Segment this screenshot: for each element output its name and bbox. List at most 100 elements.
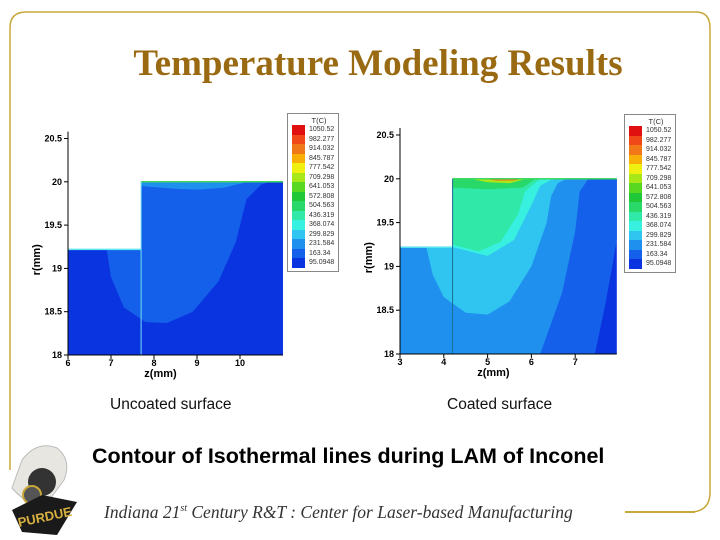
x-axis-label: z(mm) xyxy=(144,368,177,380)
y-tick-label: 18 xyxy=(384,349,394,359)
legend-swatch xyxy=(292,172,305,182)
legend-swatch xyxy=(629,192,642,202)
legend-level: 436.319 xyxy=(309,211,335,219)
legend-level: 914.032 xyxy=(309,145,335,153)
x-tick-label: 9 xyxy=(194,358,199,368)
legend-level: 641.053 xyxy=(646,184,672,192)
legend-swatch xyxy=(292,258,305,268)
legend-swatch xyxy=(629,164,642,174)
x-tick-label: 7 xyxy=(573,357,578,367)
y-tick-label: 18.5 xyxy=(376,305,394,315)
y-tick-label: 19.5 xyxy=(44,220,62,230)
legend-level: 299.829 xyxy=(309,230,335,238)
legend-swatch xyxy=(629,211,642,221)
legend-level: 231.584 xyxy=(309,240,335,248)
legend-swatch xyxy=(629,259,642,269)
legend-swatch xyxy=(629,126,642,136)
legend-entry: 709.298 xyxy=(288,172,338,182)
contour-region-436-319 xyxy=(452,178,541,252)
legend-entry: 572.808 xyxy=(288,191,338,201)
legend-swatch xyxy=(292,125,305,135)
legend-entry: 163.34 xyxy=(288,248,338,258)
y-tick-label: 19 xyxy=(384,261,394,271)
y-tick-label: 18 xyxy=(52,350,62,360)
legend-level: 845.787 xyxy=(646,155,672,163)
x-tick-label: 6 xyxy=(529,357,534,367)
footer-rule xyxy=(625,511,695,513)
legend-swatch xyxy=(629,145,642,155)
footer-text: Indiana 21st Century R&T : Center for La… xyxy=(104,502,573,523)
x-tick-label: 4 xyxy=(441,357,446,367)
legend-swatch xyxy=(292,201,305,211)
legend-level: 95.0948 xyxy=(309,259,335,267)
legend-swatch xyxy=(629,230,642,240)
legend-level: 914.032 xyxy=(646,146,672,154)
legend-level: 777.542 xyxy=(309,164,335,172)
legend-entry: 641.053 xyxy=(288,182,338,192)
legend-entry: 1050.52 xyxy=(288,125,338,135)
x-tick-label: 8 xyxy=(151,358,156,368)
y-tick-label: 19 xyxy=(52,263,62,273)
legend-entry: 572.808 xyxy=(625,192,675,202)
y-tick-label: 20 xyxy=(384,174,394,184)
x-axis-label: z(mm) xyxy=(477,367,510,379)
y-tick-label: 20 xyxy=(52,177,62,187)
x-tick-label: 6 xyxy=(65,358,70,368)
legend-entry: 95.0948 xyxy=(288,258,338,268)
legend-swatch xyxy=(292,144,305,154)
legend-swatch xyxy=(629,173,642,183)
legend-swatch xyxy=(292,239,305,249)
y-tick-label: 18.5 xyxy=(44,307,62,317)
legend-swatch xyxy=(292,191,305,201)
legend-level: 572.808 xyxy=(646,193,672,201)
caption-coated: Coated surface xyxy=(447,396,553,413)
legend-swatch xyxy=(629,249,642,259)
legend-swatch xyxy=(292,153,305,163)
legend-entry: 845.787 xyxy=(625,154,675,164)
legend-entry: 163.34 xyxy=(625,249,675,259)
legend-entry: 777.542 xyxy=(625,164,675,174)
legend-entry: 709.298 xyxy=(625,173,675,183)
legend-level: 163.34 xyxy=(646,250,668,258)
legend-entry: 299.829 xyxy=(625,230,675,240)
legend-entry: 982.277 xyxy=(288,134,338,144)
legend-level: 709.298 xyxy=(646,174,672,182)
legend-level: 572.808 xyxy=(309,192,335,200)
legend-entry: 368.074 xyxy=(288,220,338,230)
legend-level: 845.787 xyxy=(309,154,335,162)
contour-region-231-584 xyxy=(141,181,249,190)
legend-swatch xyxy=(292,210,305,220)
page-title: Temperature Modeling Results xyxy=(133,43,623,84)
legend-entry: 504.563 xyxy=(288,201,338,211)
legend-swatch xyxy=(292,163,305,173)
legend-entry: 231.584 xyxy=(625,240,675,250)
contour-region-163-34 xyxy=(106,181,271,323)
footer-post: Century R&T : Center for Laser-based Man… xyxy=(187,502,573,522)
legend-level: 709.298 xyxy=(309,173,335,181)
x-tick-label: 10 xyxy=(235,358,245,368)
legend-swatch xyxy=(629,240,642,250)
legend-swatch xyxy=(292,134,305,144)
legend-entry: 1050.52 xyxy=(625,126,675,136)
legend-entry: 436.319 xyxy=(288,210,338,220)
legend-entry: 95.0948 xyxy=(625,259,675,269)
legend-swatch xyxy=(629,135,642,145)
x-tick-label: 7 xyxy=(108,358,113,368)
legend-level: 982.277 xyxy=(309,135,335,143)
footer-sup: st xyxy=(180,503,187,515)
legend-swatch xyxy=(629,154,642,164)
y-tick-label: 19.5 xyxy=(376,218,394,228)
legend-level: 504.563 xyxy=(646,203,672,211)
legend-entry: 436.319 xyxy=(625,211,675,221)
legend-entry: 504.563 xyxy=(625,202,675,212)
legend-level: 641.053 xyxy=(309,183,335,191)
legend-level: 299.829 xyxy=(646,231,672,239)
y-axis-label: r(mm) xyxy=(363,242,375,274)
legend-title: T(C) xyxy=(311,116,327,125)
y-tick-label: 20.5 xyxy=(376,130,394,140)
legend-entry: 231.584 xyxy=(288,239,338,249)
legend-entry: 914.032 xyxy=(288,144,338,154)
legend-level: 231.584 xyxy=(646,241,672,249)
